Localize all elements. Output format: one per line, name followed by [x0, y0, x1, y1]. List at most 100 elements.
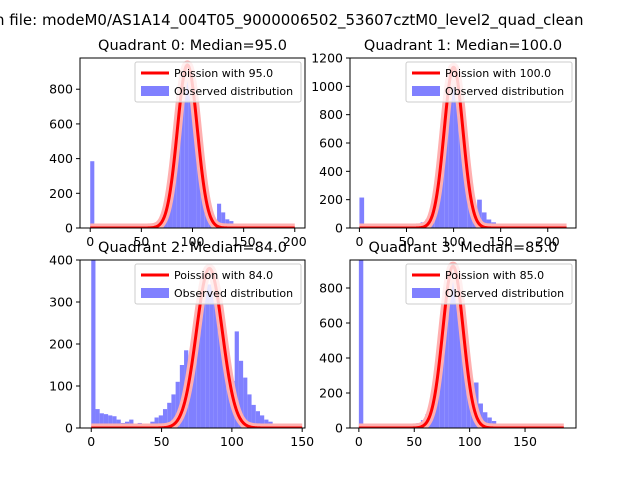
hist-bar — [222, 336, 227, 428]
hist-bar — [217, 313, 223, 428]
x-tick-label: 100 — [442, 234, 466, 249]
hist-bar — [358, 260, 364, 428]
legend-patch-swatch — [141, 86, 169, 96]
hist-bar — [444, 300, 449, 428]
legend-patch-swatch — [412, 288, 440, 298]
hist-bar — [175, 381, 180, 428]
hist-bar — [162, 409, 168, 428]
legend-label-hist: Observed distribution — [445, 287, 564, 300]
hist-bar — [167, 402, 172, 428]
legend-frame — [134, 263, 302, 305]
y-tick-label: 1200 — [311, 51, 343, 66]
hist-bar — [463, 158, 468, 228]
legend: Poission with 85.0 Observed distribution — [405, 263, 573, 305]
y-tick-label: 400 — [49, 151, 73, 166]
y-tick-label: 200 — [319, 386, 343, 401]
poisson-curve — [357, 264, 565, 428]
x-tick-label: 200 — [536, 234, 560, 249]
hist-bar — [103, 414, 109, 428]
y-tick-label: 0 — [335, 421, 343, 436]
hist-bar — [453, 278, 458, 428]
x-tick-label: 150 — [513, 434, 537, 449]
legend-frame — [134, 61, 302, 103]
y-tick-label: 800 — [319, 281, 343, 296]
subplot-title: Quadrant 3: Median=85.0 — [369, 240, 558, 256]
hist-bar — [176, 125, 181, 228]
legend-frame — [405, 61, 573, 103]
hist-bar — [458, 112, 463, 228]
figure-suptitle: n file: modeM0/AS1A14_004T05_9000006502_… — [0, 11, 584, 30]
x-tick-label: 50 — [406, 434, 422, 449]
x-tick-label: 100 — [181, 234, 205, 249]
x-tick-label: 50 — [133, 234, 149, 249]
hist-bar — [448, 278, 454, 428]
hist-bar — [453, 78, 459, 228]
hist-bar — [184, 71, 189, 228]
x-tick-label: 50 — [154, 434, 170, 449]
subplot-3: 0 50 100 150 0 200 400 600 800 Quadrant 3: Median… — [319, 240, 577, 449]
subplot-0: 0 50 100 150 200 0 200 400 600 800 Quadrant 0: Med… — [49, 38, 307, 249]
y-tick-label: 1000 — [311, 79, 343, 94]
hist-bar — [238, 360, 244, 428]
legend: Poission with 95.0 Observed distribution — [134, 61, 302, 103]
hist-bar — [196, 145, 201, 228]
legend-patch-swatch — [141, 288, 169, 298]
hist-bar — [482, 412, 488, 428]
x-tick-label: 100 — [220, 434, 244, 449]
subplot-1: 0 50 100 150 200 0 200 400 600 800 1000 1200 Quadran… — [311, 38, 577, 249]
hist-bar — [439, 335, 445, 428]
subplot-title: Quadrant 1: Median=100.0 — [364, 38, 562, 54]
hist-bar — [200, 294, 206, 428]
y-tick-label: 0 — [65, 421, 73, 436]
subplot-title: Quadrant 2: Median=84.0 — [98, 240, 287, 256]
plot-area-3 — [354, 260, 568, 428]
hist-bar — [172, 164, 177, 228]
legend-label-curve: Poission with 85.0 — [445, 269, 544, 282]
x-tick-label: 150 — [489, 234, 513, 249]
x-tick-label: 150 — [290, 434, 314, 449]
hist-bar — [487, 417, 492, 428]
legend-label-curve: Poission with 95.0 — [174, 67, 273, 80]
hist-bar — [439, 158, 445, 228]
y-tick-label: 400 — [319, 351, 343, 366]
hist-bar — [158, 415, 163, 428]
hist-bar — [461, 335, 467, 428]
x-tick-label: 150 — [232, 234, 256, 249]
hist-bar — [247, 394, 252, 428]
hist-bar — [90, 161, 95, 228]
hist-bar — [217, 203, 222, 228]
hist-bar — [95, 409, 100, 428]
hist-bar — [108, 415, 113, 428]
hist-bar — [99, 413, 104, 428]
x-tick-label: 0 — [87, 434, 95, 449]
hist-bar — [209, 284, 214, 428]
hist-bar — [91, 260, 96, 428]
x-tick-label: 100 — [458, 434, 482, 449]
x-tick-label: 0 — [86, 234, 94, 249]
legend-label-hist: Observed distribution — [174, 85, 293, 98]
poisson-curve — [358, 65, 568, 228]
y-tick-label: 600 — [319, 136, 343, 151]
plot-area-1 — [355, 62, 571, 228]
y-tick-label: 200 — [319, 192, 343, 207]
hist-bar — [448, 78, 454, 228]
hist-bar — [205, 284, 210, 428]
hist-bar — [481, 212, 487, 228]
y-tick-label: 600 — [49, 116, 73, 131]
hist-bar — [213, 294, 218, 428]
hist-bar — [171, 394, 176, 428]
x-tick-label: 0 — [355, 434, 363, 449]
hist-bar — [180, 90, 185, 228]
y-tick-label: 200 — [49, 337, 73, 352]
hist-bar — [255, 411, 260, 428]
y-tick-label: 300 — [49, 295, 73, 310]
y-tick-label: 0 — [335, 221, 343, 236]
x-tick-label: 200 — [283, 234, 307, 249]
hist-bar — [192, 106, 197, 228]
legend-label-hist: Observed distribution — [445, 85, 564, 98]
y-tick-label: 600 — [319, 316, 343, 331]
x-tick-label: 50 — [399, 234, 415, 249]
hist-bar — [457, 300, 462, 428]
hist-bar — [154, 417, 159, 428]
